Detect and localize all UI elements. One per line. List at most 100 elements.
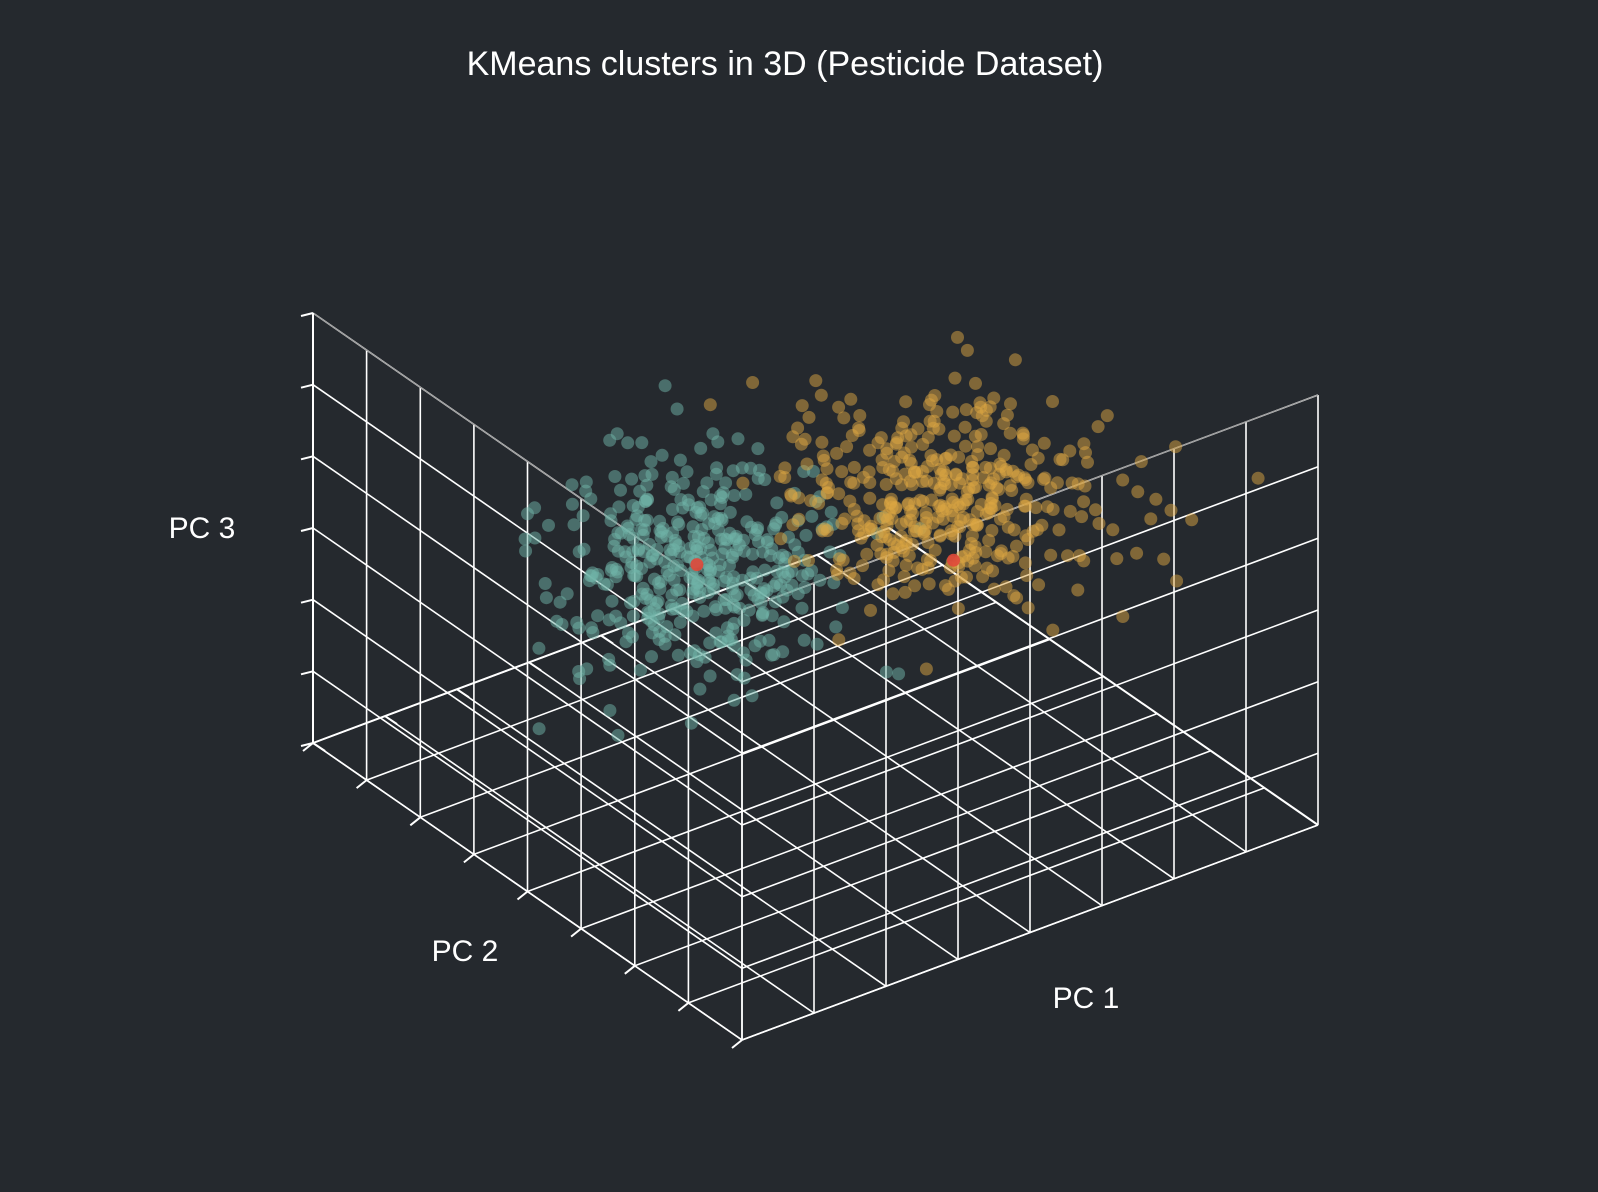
chart-title: KMeans clusters in 3D (Pesticide Dataset…: [467, 45, 1104, 83]
scatter-point: [655, 448, 669, 462]
scatter-point: [917, 525, 931, 539]
scatter-point: [800, 457, 814, 471]
scatter-point: [919, 662, 933, 676]
scatter-point: [886, 464, 900, 478]
scatter-point: [706, 577, 720, 591]
scatter-point: [757, 582, 771, 596]
scatter-point: [1003, 479, 1017, 493]
scatter-point: [787, 554, 801, 568]
scatter-point: [739, 487, 753, 501]
scatter-point: [693, 584, 707, 598]
scatter-point: [591, 609, 605, 623]
scatter-point: [860, 547, 874, 561]
scatter-point: [709, 467, 723, 481]
scatter-point: [701, 563, 714, 577]
scatter-point: [746, 376, 760, 389]
scatter-point: [1110, 552, 1124, 566]
scatter-point: [835, 516, 849, 530]
scatter-point: [926, 421, 940, 435]
scatter-point: [768, 595, 782, 609]
y-tick: [677, 1002, 690, 1012]
scatter-point: [1157, 552, 1171, 566]
scatter-point: [565, 497, 579, 511]
scatter-point: [947, 429, 961, 443]
scatter-point: [1018, 471, 1032, 485]
scatter-point: [944, 478, 958, 492]
scatter-point: [987, 391, 1001, 405]
scatter-point: [832, 633, 846, 647]
scatter-point: [1072, 549, 1086, 563]
scatter-point: [1037, 472, 1050, 486]
scatter-point: [785, 564, 799, 578]
scatter-point: [626, 531, 640, 545]
scatter-point: [667, 573, 681, 587]
scatter-point: [798, 581, 812, 594]
scatter-point: [629, 512, 643, 526]
scatter-point: [1004, 397, 1017, 411]
scatter-point: [966, 518, 980, 531]
grid-line: [688, 787, 1265, 1004]
scatter-point: [931, 510, 945, 524]
scatter-point: [713, 558, 727, 572]
scatter-point: [1130, 546, 1144, 560]
centroid-point: [947, 553, 960, 567]
grid-line: [312, 455, 743, 754]
scatter-point: [823, 545, 837, 559]
scatter-point: [904, 457, 918, 470]
scatter-point: [1037, 436, 1051, 450]
scatter-point: [723, 526, 737, 540]
scatter-point: [815, 435, 829, 449]
scatter-point: [959, 403, 973, 417]
scatter-point: [795, 399, 809, 413]
scatter-point: [852, 421, 866, 435]
scatter-point: [1021, 601, 1035, 615]
scatter-point: [785, 578, 799, 592]
scatter-point: [712, 523, 725, 537]
scatter-point: [1134, 455, 1148, 469]
scatter-point: [966, 468, 980, 482]
scatter-point: [864, 603, 877, 617]
scatter-point: [1106, 523, 1120, 537]
y-tick: [516, 890, 529, 901]
scatter-point: [751, 471, 765, 485]
scatter-point: [863, 476, 877, 489]
scatter-point: [1003, 426, 1017, 440]
scatter-point: [879, 551, 893, 565]
scatter-point: [895, 421, 909, 435]
scatter-point: [689, 505, 703, 519]
scatter-point: [1046, 395, 1059, 408]
scatter-point: [958, 420, 972, 434]
scatter-point: [1092, 517, 1106, 530]
scatter-point: [653, 514, 667, 528]
scatter-point: [816, 449, 830, 463]
scatter-point: [1149, 492, 1163, 506]
scatter-point: [645, 650, 658, 664]
scatter-point: [703, 636, 717, 650]
scatter-point: [666, 503, 679, 516]
scatter-point: [687, 530, 701, 543]
scatter-point: [799, 528, 813, 542]
scatter-point: [987, 582, 1001, 596]
scatter-point: [844, 475, 858, 489]
scatter-point: [727, 693, 741, 707]
scatter-point: [671, 558, 684, 572]
scatter-point: [584, 621, 598, 635]
scatter-point: [832, 487, 846, 501]
x-tick: [528, 661, 542, 672]
scatter-point: [776, 645, 790, 659]
scatter-point: [1008, 353, 1022, 367]
scatter-point: [985, 524, 999, 537]
scatter-point: [680, 604, 694, 618]
z-tick: [300, 383, 314, 389]
scatter-point: [758, 563, 772, 577]
z-tick: [300, 312, 314, 317]
scatter-point: [684, 716, 698, 730]
scatter-point: [951, 330, 964, 344]
scatter-point: [602, 652, 616, 666]
scatter-point: [610, 427, 624, 441]
scatter-point: [843, 494, 857, 508]
scatter-point: [884, 492, 898, 506]
scatter-point: [892, 667, 906, 681]
